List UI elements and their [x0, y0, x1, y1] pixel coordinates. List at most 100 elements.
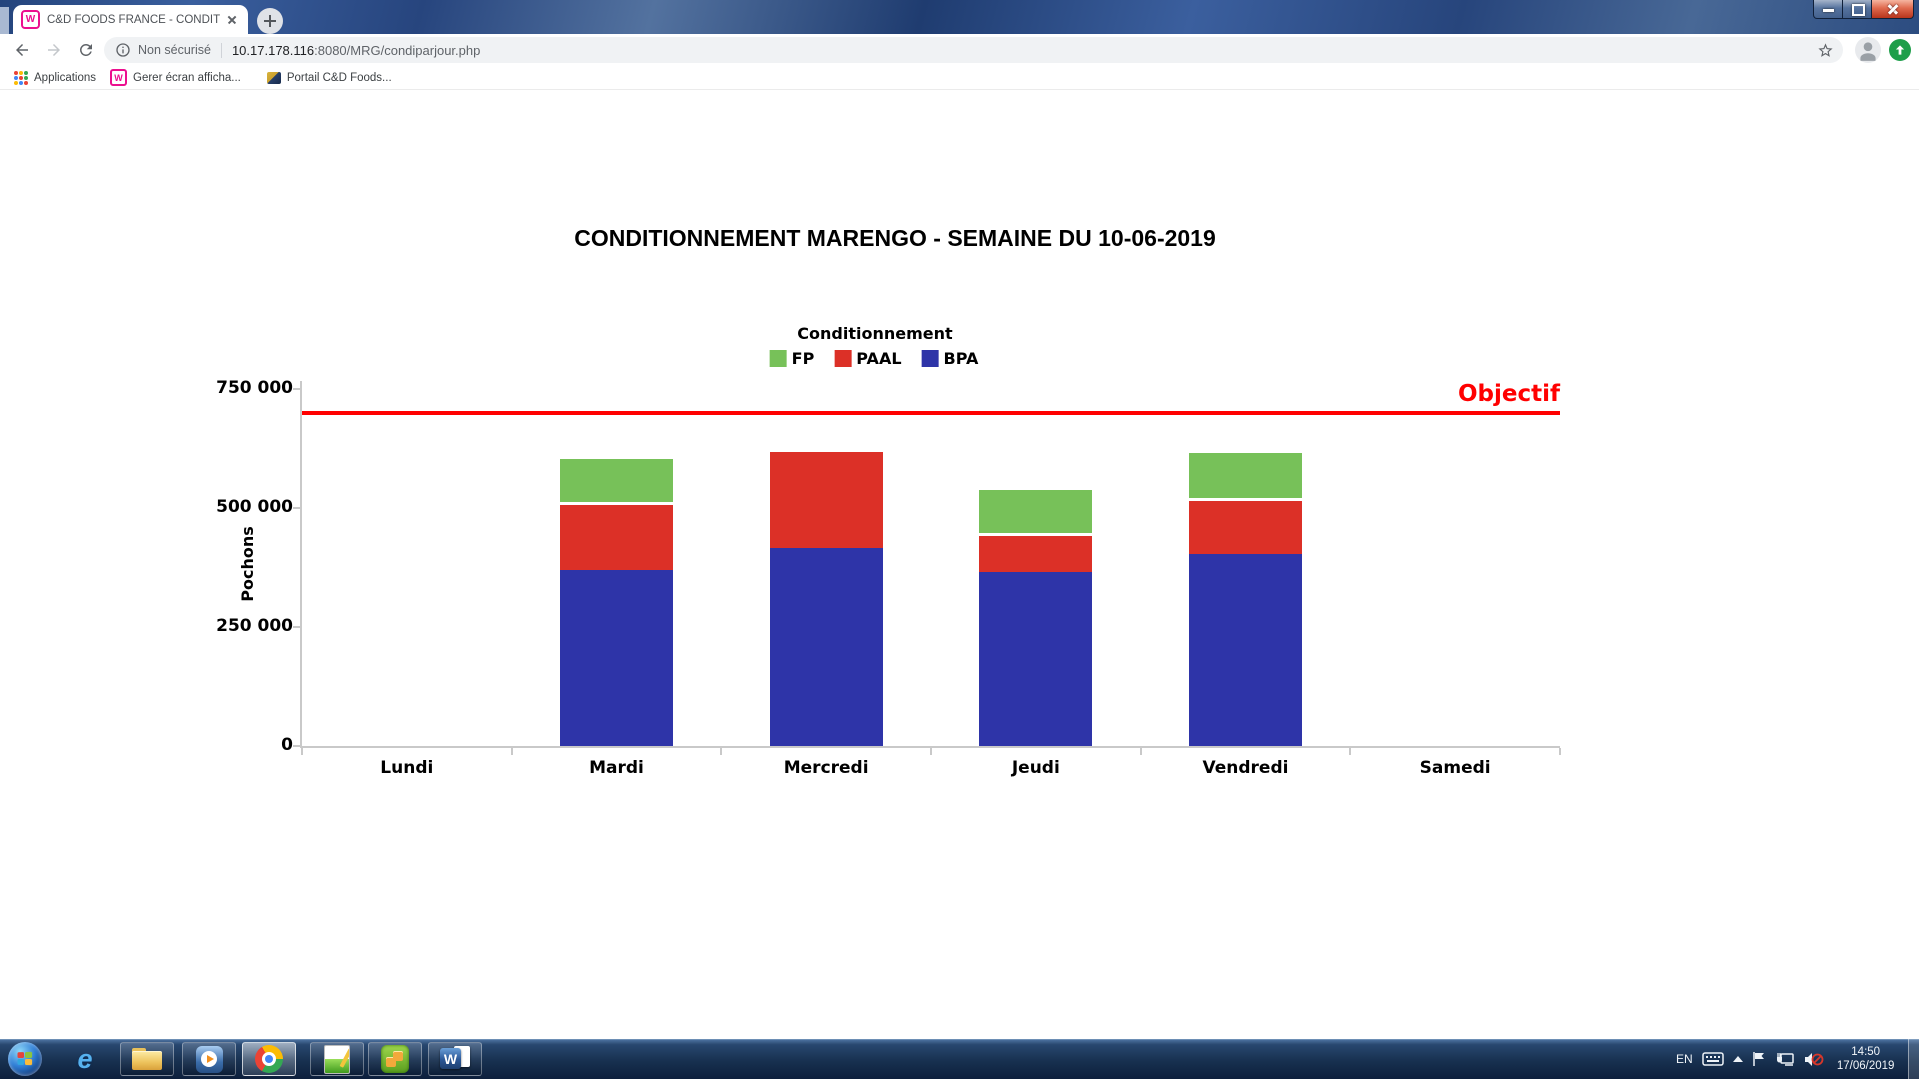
up-triangle-icon	[1732, 1056, 1743, 1062]
x-tick-mark	[510, 748, 513, 755]
taskbar-explorer-button[interactable]	[120, 1042, 174, 1076]
windows-logo-icon	[17, 1051, 33, 1067]
legend-label: PAAL	[856, 349, 902, 368]
reload-icon[interactable]	[77, 41, 95, 59]
minimize-button[interactable]	[1813, 0, 1843, 19]
x-tick-mark	[1139, 748, 1142, 755]
bookmark-star-icon[interactable]	[1817, 42, 1834, 59]
tray-clock[interactable]: 14:50 17/06/2019	[1835, 1045, 1897, 1073]
show-desktop-button[interactable]	[1908, 1039, 1919, 1079]
y-tick-mark	[293, 388, 301, 390]
frame-edge	[0, 7, 9, 34]
y-tick-label: 0	[281, 735, 293, 755]
action-center-flag-icon[interactable]	[1752, 1051, 1767, 1067]
profile-avatar[interactable]	[1855, 37, 1881, 63]
taskbar-vmware-button[interactable]	[368, 1042, 422, 1076]
back-icon[interactable]	[13, 41, 31, 59]
bar-segment-fp-mardi	[560, 456, 673, 502]
taskbar-mediaplayer-button[interactable]	[182, 1042, 236, 1076]
legend-item-paal: PAAL	[834, 349, 902, 368]
x-category-label: Vendredi	[1202, 758, 1289, 778]
media-player-icon	[195, 1045, 223, 1073]
objectif-line	[302, 410, 1560, 415]
x-category-label: Lundi	[380, 758, 434, 778]
word-icon: W	[440, 1045, 470, 1073]
bookmark-apps[interactable]: Applications	[14, 70, 97, 85]
legend-swatch-icon	[834, 350, 852, 367]
bar-segment-fp-vendredi	[1189, 450, 1302, 499]
taskbar-word-button[interactable]: W	[428, 1042, 482, 1076]
chrome-icon	[255, 1045, 283, 1073]
legend-swatch-icon	[769, 350, 787, 367]
tab-close-icon[interactable]	[224, 12, 240, 28]
security-label[interactable]: Non sécurisé	[138, 43, 211, 57]
apps-grid-icon	[14, 70, 28, 85]
x-tick-mark	[720, 748, 723, 755]
bar-segment-paal-mardi	[560, 501, 673, 570]
bar-segment-bpa-mardi	[560, 569, 673, 746]
taskbar	[0, 1039, 1919, 1079]
tray-date: 17/06/2019	[1836, 1060, 1895, 1072]
y-tick-label: 250 000	[216, 616, 293, 636]
bookmark-gerer-ecran[interactable]: W Gerer écran afficha...	[110, 69, 241, 86]
vmware-icon	[381, 1045, 409, 1073]
y-tick-mark	[293, 626, 301, 628]
y-tick-mark	[293, 745, 301, 747]
bookmark-portail[interactable]: Portail C&D Foods...	[266, 71, 392, 84]
info-icon[interactable]	[115, 42, 131, 58]
objectif-label: Objectif	[1457, 380, 1560, 407]
browser-update-button[interactable]	[1889, 39, 1911, 61]
portail-favicon-icon	[266, 71, 281, 84]
bar-segment-paal-jeudi	[979, 533, 1093, 572]
arrow-up-icon	[1895, 45, 1905, 55]
tray-time: 14:50	[1851, 1046, 1881, 1058]
bar-segment-bpa-jeudi	[979, 571, 1093, 746]
restore-button[interactable]	[1843, 0, 1872, 19]
x-tick-mark	[1559, 748, 1561, 755]
legend-label: FP	[791, 349, 815, 368]
bookmark-label: Applications	[34, 71, 97, 84]
close-button[interactable]	[1872, 0, 1914, 19]
url-host[interactable]: 10.17.178.116	[231, 42, 315, 58]
volume-muted-icon[interactable]	[1804, 1051, 1824, 1068]
person-icon	[1860, 42, 1876, 61]
notepad-plus-plus-icon	[324, 1044, 350, 1074]
window-controls	[1813, 0, 1914, 19]
bookmark-label: Gerer écran afficha...	[133, 71, 241, 84]
x-category-label: Samedi	[1419, 758, 1491, 778]
browser-tab[interactable]: W C&D FOODS FRANCE - CONDITI	[13, 5, 248, 34]
bar-segment-bpa-mercredi	[769, 547, 883, 746]
chart-legend: FP PAAL BPA	[769, 349, 978, 368]
legend-item-bpa: BPA	[921, 349, 978, 368]
language-indicator[interactable]: EN	[1676, 1052, 1693, 1066]
keyboard-icon[interactable]	[1701, 1052, 1724, 1066]
taskbar-chrome-button[interactable]	[242, 1042, 296, 1076]
wampserver-icon: W	[110, 69, 128, 86]
bar-segment-paal-mercredi	[769, 449, 883, 548]
folder-icon	[132, 1048, 162, 1070]
x-tick-mark	[301, 748, 303, 755]
network-icon[interactable]	[1776, 1051, 1795, 1067]
bookmarks-bar: Applications W Gerer écran afficha... Po…	[0, 66, 1919, 90]
x-tick-mark	[1349, 748, 1352, 755]
window-frame: W C&D FOODS FRANCE - CONDITI	[0, 0, 1919, 34]
browser-toolbar: Non sécurisé 10.17.178.116:8080/MRG/cond…	[0, 34, 1919, 66]
x-category-label: Jeudi	[1011, 758, 1060, 778]
y-tick-label: 500 000	[216, 497, 293, 517]
address-bar[interactable]: Non sécurisé 10.17.178.116:8080/MRG/cond…	[104, 37, 1843, 63]
show-hidden-icons[interactable]	[1732, 1056, 1743, 1062]
y-tick-label: 750 000	[216, 378, 293, 398]
new-tab-button[interactable]	[257, 8, 283, 34]
url-path[interactable]: :8080/MRG/condiparjour.php	[314, 42, 481, 58]
start-button[interactable]	[8, 1042, 42, 1076]
tab-title: C&D FOODS FRANCE - CONDITI	[47, 13, 220, 26]
forward-icon[interactable]	[45, 41, 63, 59]
y-axis-label: Pochons	[238, 526, 257, 602]
chart-plot: CONDITIONNEMENT MARENGO - SEMAINE DU 10-…	[0, 90, 1919, 1039]
restore-icon	[1852, 4, 1865, 16]
wampserver-favicon-icon: W	[21, 10, 40, 29]
omnibox-divider	[220, 42, 222, 58]
taskbar-ie-button[interactable]: e	[58, 1042, 112, 1076]
taskbar-notepadpp-button[interactable]	[310, 1042, 364, 1076]
